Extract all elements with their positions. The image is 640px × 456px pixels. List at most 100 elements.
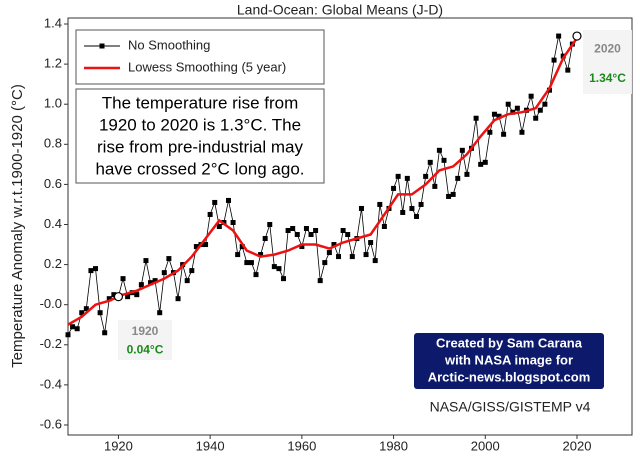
data-point (244, 260, 250, 266)
data-point (413, 213, 419, 219)
data-point (528, 93, 534, 99)
y-tick-label: -0.2 (40, 336, 62, 351)
y-axis-label: Temperature Anomaly w.r.t.1900-1920 (°C) (9, 84, 26, 368)
data-point (303, 226, 309, 232)
data-point (88, 268, 94, 274)
legend-label: Lowess Smoothing (5 year) (128, 59, 286, 74)
chart-title: Land-Ocean: Global Means (J-D) (237, 2, 443, 18)
data-point (313, 228, 319, 234)
data-point (93, 266, 99, 272)
data-point (391, 185, 397, 191)
data-point (358, 205, 364, 211)
data-point (487, 129, 493, 135)
data-point (239, 244, 245, 250)
data-point (248, 260, 254, 266)
data-point (409, 205, 415, 211)
data-point (166, 256, 172, 262)
credit-line: Arctic-news.blogspot.com (428, 369, 591, 384)
data-point (125, 294, 131, 300)
data-point (450, 191, 456, 197)
data-point (161, 270, 167, 276)
note-line: The temperature rise from (102, 93, 299, 112)
credit-line: with NASA image for (444, 352, 573, 367)
note-line: 1920 to 2020 is 1.3°C. The (99, 115, 301, 134)
data-point (148, 280, 154, 286)
data-point (459, 147, 465, 153)
data-point (455, 175, 461, 181)
data-point (184, 278, 190, 284)
data-point (276, 266, 282, 272)
y-tick-label: -0.4 (40, 376, 62, 391)
data-point (473, 115, 479, 121)
annotation-value: 1.34°C (589, 71, 626, 85)
data-point (377, 201, 383, 207)
data-point (381, 224, 387, 229)
data-point (400, 209, 406, 215)
data-point (189, 268, 195, 274)
data-point (225, 197, 231, 203)
data-point (152, 278, 158, 284)
data-point (565, 67, 571, 73)
data-point (345, 232, 351, 238)
data-point (134, 292, 140, 298)
x-tick-label: 1920 (104, 438, 133, 453)
data-point (111, 292, 117, 298)
data-point (395, 173, 401, 179)
data-point (404, 175, 410, 181)
y-tick-label: 1.4 (44, 15, 62, 30)
data-point (496, 113, 502, 119)
y-tick-label: 1.2 (44, 56, 62, 71)
data-point (432, 183, 438, 189)
data-point (193, 244, 199, 250)
data-point (230, 219, 236, 225)
legend-label: No Smoothing (128, 37, 210, 52)
data-point (340, 228, 346, 234)
data-point (423, 173, 429, 179)
y-tick-label: 0.4 (44, 216, 62, 231)
data-point (65, 332, 71, 338)
data-point (102, 330, 108, 336)
data-point (290, 226, 296, 232)
annotation-box (118, 320, 172, 360)
data-point (482, 159, 488, 165)
highlight-point (113, 292, 124, 302)
legend-marker (99, 43, 105, 49)
data-point (478, 161, 484, 167)
data-point (491, 111, 497, 117)
legend-box (75, 29, 325, 85)
annotation-year: 2020 (594, 41, 621, 55)
data-point (317, 278, 323, 284)
note-box (75, 88, 325, 184)
data-point (120, 276, 126, 282)
data-point (326, 250, 332, 256)
data-point (427, 159, 433, 165)
note-line: have crossed 2°C long ago. (95, 159, 304, 178)
data-point (299, 244, 305, 250)
smooth-line (67, 37, 579, 326)
data-point (372, 258, 378, 264)
data-point (464, 171, 470, 177)
y-tick-label: 0.6 (44, 176, 62, 191)
data-point (281, 276, 287, 282)
x-tick-label: 1960 (287, 438, 316, 453)
data-point (262, 236, 268, 242)
data-point (514, 105, 520, 111)
annotation-value: 0.04°C (127, 343, 164, 357)
data-point (83, 306, 89, 312)
data-point (97, 310, 103, 316)
data-point (322, 260, 328, 266)
data-point (106, 296, 112, 302)
data-point (70, 324, 76, 330)
data-point (207, 211, 213, 217)
x-tick-label: 2000 (471, 438, 500, 453)
data-point (542, 101, 548, 107)
highlight-point (572, 31, 582, 41)
data-point (308, 232, 314, 238)
data-point (74, 326, 80, 332)
data-point (285, 228, 291, 234)
data-point (258, 252, 264, 258)
data-point (368, 240, 374, 246)
data-point (175, 296, 181, 302)
data-point (331, 242, 337, 248)
